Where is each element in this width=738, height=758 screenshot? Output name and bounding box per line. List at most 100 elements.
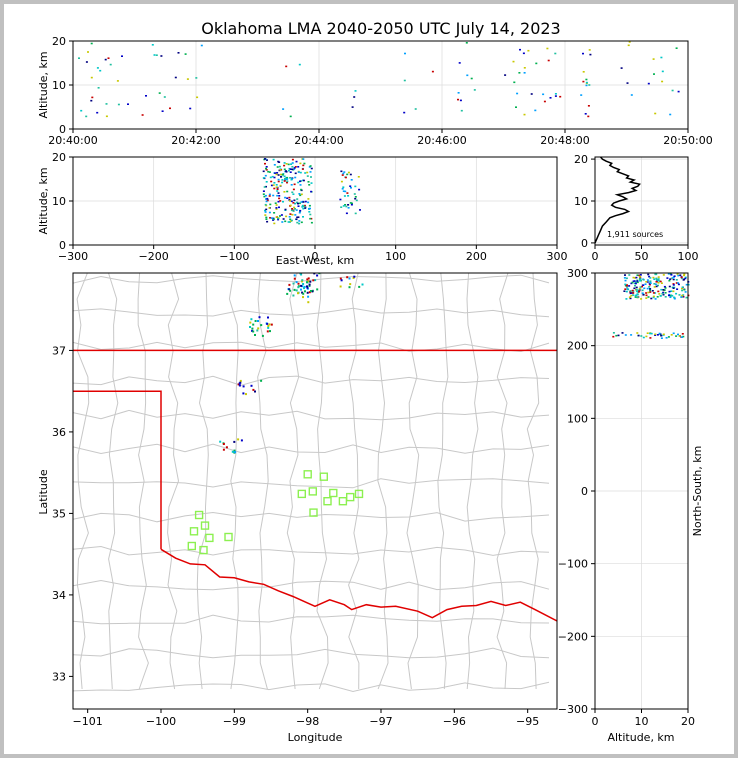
source-point	[161, 110, 164, 112]
source-point	[355, 199, 358, 202]
source-point	[295, 289, 298, 292]
northsouth-tick-label: 100	[567, 412, 588, 425]
source-point	[304, 271, 306, 273]
source-point	[309, 280, 312, 283]
county-line	[73, 681, 550, 693]
source-point	[302, 207, 305, 210]
source-point	[658, 332, 661, 335]
source-point	[339, 285, 342, 288]
eastwest-tick-label: −300	[58, 250, 88, 263]
source-point	[668, 294, 670, 297]
source-point	[195, 77, 198, 79]
source-point	[279, 215, 281, 217]
station-marker	[303, 470, 312, 479]
source-point	[316, 274, 319, 277]
source-point	[638, 290, 641, 292]
station-marker	[309, 508, 318, 517]
source-point	[302, 283, 305, 285]
source-point	[523, 67, 526, 69]
source-point	[264, 214, 267, 216]
source-point	[632, 280, 635, 283]
source-point	[630, 294, 633, 297]
source-point	[672, 283, 675, 285]
source-point	[404, 52, 406, 55]
source-point	[300, 201, 303, 203]
source-point	[91, 96, 94, 99]
source-point	[655, 278, 658, 281]
source-point	[654, 333, 657, 336]
figure-frame: Oklahoma LMA 2040-2050 UTC July 14, 2023…	[4, 4, 734, 754]
county-boundaries	[73, 273, 550, 693]
source-point	[272, 184, 275, 186]
source-point	[286, 181, 288, 184]
source-point	[282, 218, 285, 220]
lma-figure: Oklahoma LMA 2040-2050 UTC July 14, 2023…	[37, 19, 713, 744]
source-point	[641, 289, 644, 292]
source-point	[664, 292, 667, 294]
source-point	[653, 278, 656, 280]
source-point	[657, 278, 660, 280]
plan-view-panel: −101 −100 −99 −98 −97 −96 −95 33 34 35 36 37 Longi…	[37, 271, 558, 744]
source-point	[657, 279, 660, 282]
source-point	[587, 105, 590, 107]
source-point	[298, 222, 301, 225]
source-point	[293, 167, 296, 169]
station-marker	[199, 545, 208, 555]
source-point	[310, 167, 313, 170]
source-point	[275, 208, 278, 210]
source-point	[289, 218, 292, 221]
source-point	[299, 180, 301, 183]
source-point	[671, 277, 674, 279]
source-point	[276, 172, 279, 174]
source-point	[687, 283, 690, 286]
source-point	[177, 52, 180, 54]
source-point	[677, 282, 680, 284]
source-point	[290, 209, 293, 212]
source-point	[301, 168, 304, 170]
county-line	[73, 274, 550, 284]
source-point	[285, 178, 288, 181]
source-point	[653, 73, 655, 75]
source-point	[621, 332, 624, 334]
count-tick-label: 100	[678, 250, 699, 263]
source-point	[680, 277, 683, 280]
source-point	[264, 211, 267, 213]
county-line	[167, 273, 180, 690]
source-point	[346, 173, 349, 176]
longitude-tick-label: −100	[146, 715, 176, 728]
source-point	[310, 190, 313, 193]
count-tick-label: 0	[592, 250, 599, 263]
source-point	[277, 192, 280, 194]
source-point	[289, 221, 291, 223]
source-point	[530, 93, 533, 95]
source-point	[121, 55, 123, 57]
source-point	[654, 334, 657, 336]
source-point	[671, 295, 674, 297]
source-point	[663, 289, 666, 291]
station-marker	[194, 510, 204, 520]
source-point	[643, 287, 646, 290]
source-point	[316, 288, 319, 291]
source-point	[672, 276, 675, 278]
source-point	[267, 326, 270, 329]
source-point	[657, 282, 660, 284]
source-point	[189, 107, 192, 110]
source-point	[659, 280, 662, 283]
source-point	[635, 281, 637, 283]
eastwest-tick-label: −100	[219, 250, 249, 263]
source-point	[349, 283, 352, 286]
source-point	[284, 208, 287, 211]
source-point	[350, 203, 353, 206]
source-point	[642, 279, 645, 281]
source-point	[264, 174, 267, 177]
source-point	[265, 208, 268, 211]
state-border-red-river	[160, 548, 557, 622]
source-point	[295, 160, 298, 163]
source-point	[312, 279, 315, 282]
source-point	[585, 78, 588, 81]
source-point	[309, 171, 312, 173]
source-point	[318, 273, 321, 275]
source-point	[504, 74, 507, 76]
source-point	[358, 285, 361, 288]
northsouth-tick-label: 300	[567, 267, 588, 280]
